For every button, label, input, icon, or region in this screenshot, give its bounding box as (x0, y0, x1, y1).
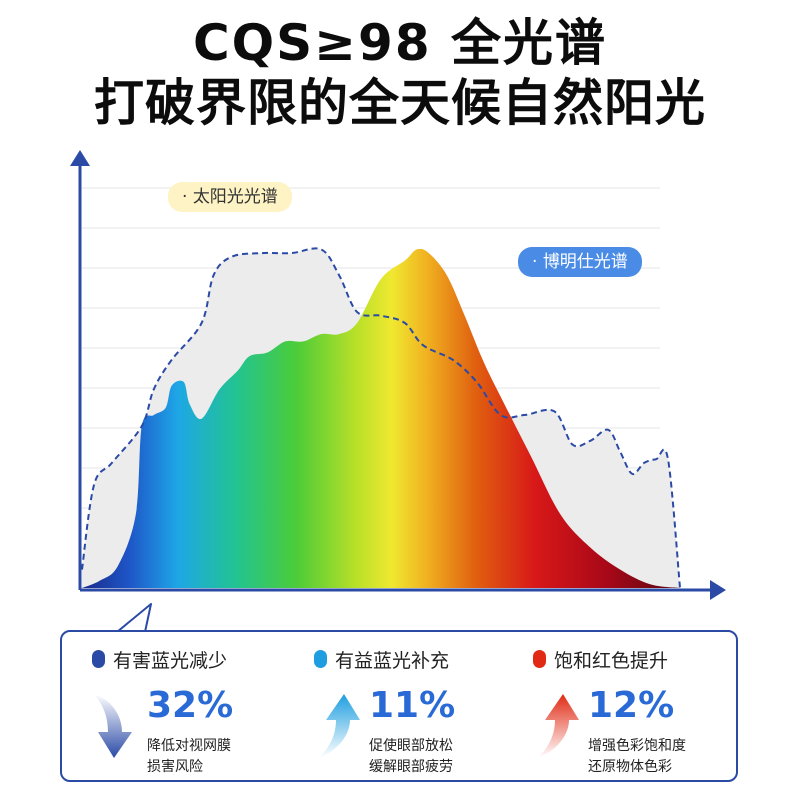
stat-value: 12% (588, 685, 675, 726)
headline-line-1: CQS≥98 全光谱 (192, 14, 608, 72)
stat-blue-light-reduction: 有害蓝光减少 32% 降低对视网膜 损害风险 (92, 644, 312, 784)
stat-red-saturation: 饱和红色提升 12% 增强色彩饱和度 还原物体色彩 (533, 644, 753, 784)
sun-spectrum-line (81, 247, 681, 589)
stat-value: 32% (147, 685, 234, 726)
stat-description: 促使眼部放松 缓解眼部疲劳 (369, 736, 453, 778)
y-axis-arrow-icon (70, 150, 90, 166)
stat-description: 降低对视网膜 损害风险 (147, 736, 231, 778)
down-arrow-icon (94, 694, 132, 758)
stat-legend: 有害蓝光减少 (92, 644, 227, 674)
stat-label: 有害蓝光减少 (113, 649, 228, 672)
brand-spectrum-area (82, 248, 680, 588)
x-axis-arrow-icon (710, 580, 726, 600)
brand-spectrum-callout: · 博明仕光谱 (518, 247, 642, 277)
spectrum-chart (70, 150, 726, 600)
stat-description-line-2: 损害风险 (147, 759, 203, 775)
stats-panel (60, 630, 738, 782)
legend-dot (92, 650, 105, 668)
stat-description-line-1: 降低对视网膜 (147, 738, 231, 754)
stat-description-line-2: 缓解眼部疲劳 (369, 759, 453, 775)
stat-description-line-1: 促使眼部放松 (369, 738, 453, 754)
legend-dot (314, 650, 327, 668)
sun-spectrum-label: 太阳光光谱 (192, 187, 278, 207)
stat-legend: 有益蓝光补充 (314, 644, 449, 674)
stat-label: 有益蓝光补充 (335, 649, 450, 672)
stat-label: 饱和红色提升 (554, 649, 669, 672)
stat-blue-light-supplement: 有益蓝光补充 11% 促使眼部放松 缓解眼部疲劳 (314, 644, 534, 784)
stat-description: 增强色彩饱和度 还原物体色彩 (588, 736, 686, 778)
headline-line-2: 打破界限的全天候自然阳光 (94, 74, 706, 132)
up-arrow-icon (318, 694, 360, 758)
up-arrow-icon (537, 694, 579, 758)
stat-value: 11% (369, 685, 456, 726)
stat-description-line-2: 还原物体色彩 (588, 759, 672, 775)
sun-spectrum-callout: · 太阳光光谱 (168, 182, 292, 212)
stat-legend: 饱和红色提升 (533, 644, 668, 674)
brand-spectrum-label: 博明仕光谱 (542, 252, 628, 272)
stat-description-line-1: 增强色彩饱和度 (588, 738, 686, 754)
legend-dot (533, 650, 546, 668)
